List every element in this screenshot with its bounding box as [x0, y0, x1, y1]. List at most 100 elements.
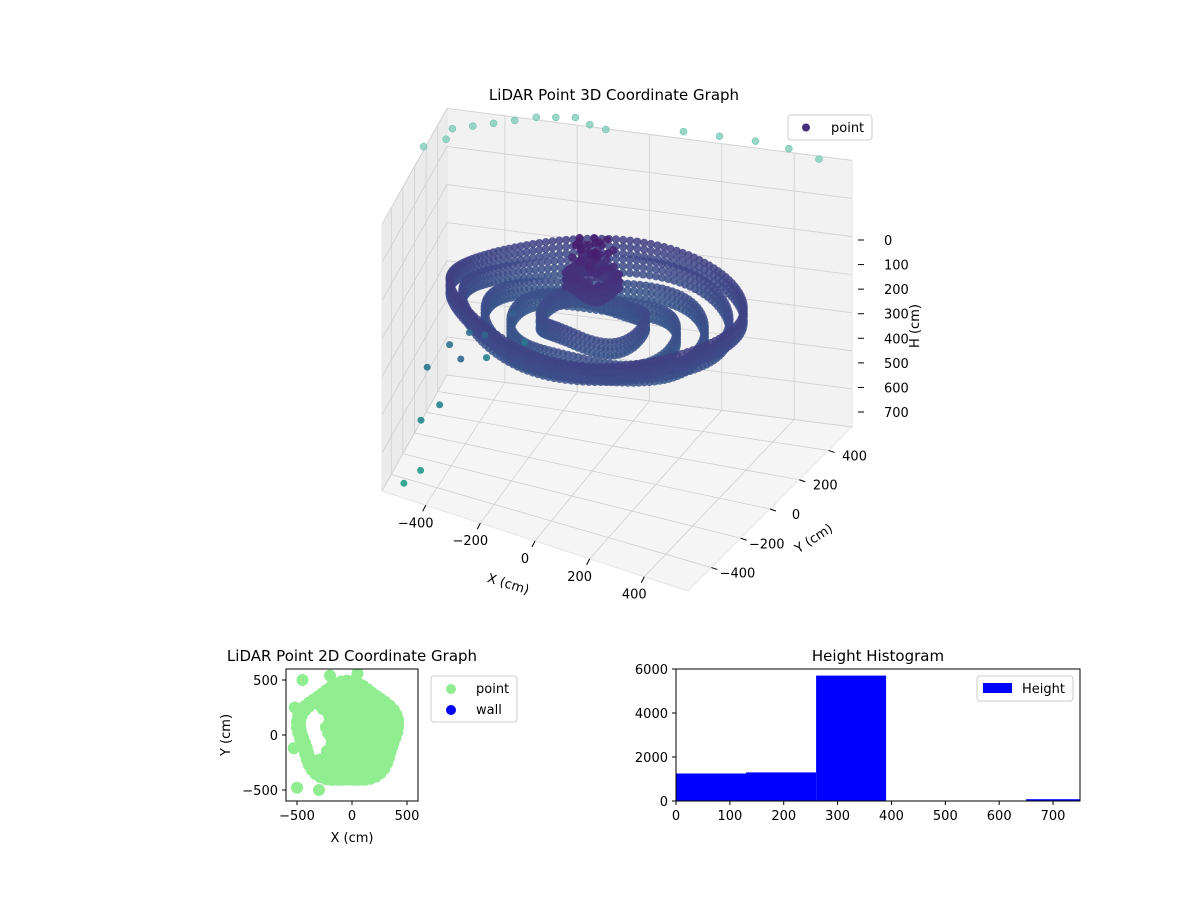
- lidar-point: [660, 243, 669, 251]
- histogram-legend-label: Height: [1022, 682, 1065, 697]
- chart-3d-legend[interactable]: point: [787, 114, 873, 141]
- lidar-point: [645, 257, 654, 266]
- x-tick-label: 0: [521, 552, 529, 567]
- lidar-point: [590, 362, 599, 371]
- chart-3d-legend-box: [787, 114, 873, 141]
- lidar-point: [578, 368, 587, 377]
- lidar-point: [612, 235, 620, 244]
- lidar-point: [584, 369, 593, 378]
- chart-2d-legend-wall-label: wall: [476, 703, 502, 718]
- lidar-point: [658, 260, 667, 268]
- lidar-point: [572, 361, 581, 370]
- lidar-point: [644, 364, 653, 373]
- lidar-point: [590, 369, 599, 378]
- lidar-point: [572, 368, 581, 377]
- lidar-point: [632, 373, 641, 382]
- lidar-point: [555, 250, 564, 259]
- lidar-point: [525, 266, 534, 275]
- lidar-point: [522, 247, 531, 256]
- point-marker: [325, 773, 338, 786]
- lidar-top-point: [532, 113, 541, 122]
- histogram-ticks: 0 100 200 300 400 500 600 700 0 2000 4000 6000: [635, 663, 1066, 824]
- grid-z: [381, 374, 853, 492]
- lidar-point: [609, 246, 618, 255]
- lidar-point: [591, 239, 600, 248]
- lidar-point: [646, 239, 655, 248]
- y-tick-mark: [769, 508, 777, 512]
- lidar-outlier-point: [483, 354, 490, 362]
- lidar-point: [626, 374, 635, 383]
- y-tick-mark: [799, 479, 806, 483]
- lidar-point: [541, 245, 550, 253]
- lidar-point: [550, 270, 559, 279]
- lidar-point: [660, 249, 669, 258]
- lidar-point: [620, 361, 629, 370]
- lidar-top-point: [469, 122, 477, 130]
- lidar-point: [602, 362, 611, 371]
- x-tick-label: 200: [567, 570, 592, 585]
- lidar-point: [553, 277, 562, 286]
- lidar-point: [568, 253, 577, 262]
- lidar-point: [528, 246, 537, 255]
- lidar-point: [610, 344, 619, 353]
- lidar-point: [575, 267, 584, 276]
- lidar-point: [550, 257, 559, 266]
- chart-2d-legend-wall-marker: [446, 705, 456, 715]
- lidar-point: [535, 245, 544, 254]
- x-tick-label: 500: [933, 809, 958, 824]
- lidar-point: [602, 376, 611, 385]
- z-tick-label: 700: [884, 406, 909, 421]
- lidar-point: [645, 264, 654, 273]
- chart-3d-points: [400, 113, 823, 487]
- histogram-frame: [675, 668, 1081, 802]
- lidar-point: [639, 256, 648, 265]
- lidar-point: [556, 263, 565, 272]
- lidar-point: [600, 289, 609, 297]
- x-tick-label: 0: [348, 809, 356, 824]
- lidar-point: [522, 241, 531, 250]
- lidar-point: [574, 258, 583, 267]
- lidar-point: [626, 236, 635, 245]
- lidar-point: [556, 256, 565, 265]
- lidar-top-point: [586, 120, 594, 129]
- y-tick-label: 4000: [635, 707, 668, 722]
- lidar-point: [609, 262, 618, 271]
- lidar-point: [584, 362, 593, 371]
- chart-3d-ticks: −400 −200 0 200 400 −400 −200 0 200 400 0 100 200 300…: [398, 234, 909, 603]
- lidar-point: [566, 360, 575, 369]
- x-tick-label: 300: [825, 809, 850, 824]
- lidar-point: [638, 359, 647, 367]
- grid-z: [381, 146, 853, 263]
- lidar-point: [625, 255, 634, 264]
- point-marker: [291, 781, 303, 794]
- chart-3d-legend-marker: [802, 123, 810, 132]
- chart-2d-legend[interactable]: point wall: [430, 675, 518, 723]
- y-tick-label: 2000: [635, 751, 668, 766]
- lidar-point: [583, 234, 592, 243]
- y-tick-mark: [740, 537, 747, 541]
- y-tick-mark: [828, 449, 835, 453]
- lidar-point: [640, 245, 649, 254]
- y-tick-label: 200: [813, 479, 838, 494]
- histogram-legend[interactable]: Height: [976, 675, 1074, 702]
- lidar-point: [635, 287, 644, 296]
- z-tick-label: 0: [884, 234, 892, 249]
- chart-2d-ylabel: Y (cm): [219, 714, 234, 757]
- lidar-point: [566, 374, 575, 383]
- lidar-point: [590, 248, 599, 257]
- lidar-point: [577, 245, 586, 254]
- lidar-point: [632, 262, 641, 271]
- z-tick-label: 200: [884, 283, 909, 298]
- point-marker: [351, 669, 364, 680]
- y-tick-label: 0: [270, 729, 278, 744]
- lidar-point: [633, 244, 642, 253]
- chart-2d: LiDAR Point 2D Coordinate Graph −500 0 500…: [219, 647, 518, 846]
- point-marker: [287, 742, 300, 755]
- lidar-point: [650, 356, 659, 365]
- lidar-point: [608, 376, 617, 385]
- lidar-point: [653, 248, 662, 257]
- lidar-point: [618, 255, 627, 264]
- lidar-point: [610, 337, 619, 346]
- chart-histogram: Height Histogram 0 100 200 300 400 500 600 7000…: [635, 647, 1081, 824]
